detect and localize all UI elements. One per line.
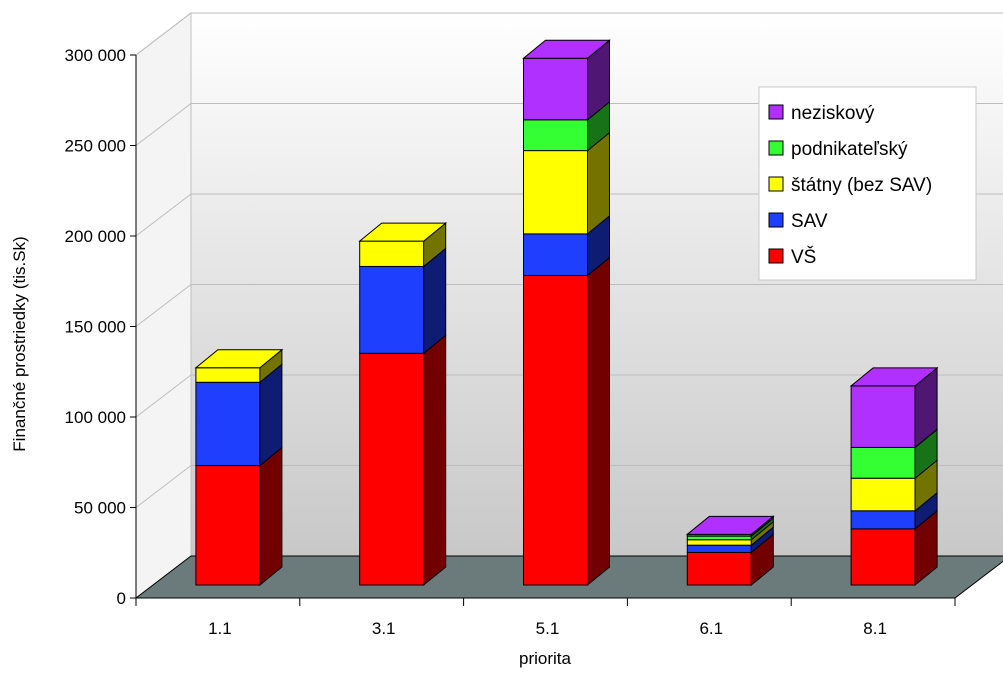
bar-segment [850,385,916,448]
bar-segment [686,539,752,546]
legend-swatch [768,140,784,156]
bar-segment-side [259,446,283,587]
x-tick-label: 5.1 [536,619,560,638]
gridline [135,465,1003,508]
bar-segment [523,119,588,152]
bar-segment [686,544,752,553]
legend-label: SAV [791,211,828,232]
bar-segment [686,535,752,541]
bar-top [685,515,775,535]
y-tick-label: 0 [117,589,126,608]
bar-segment [523,233,588,276]
y-tick-label: 200 000 [65,227,126,246]
gridline [135,193,1003,237]
bar-top [849,367,939,387]
legend-label: VŠ [791,246,816,268]
bars [194,39,939,587]
gridline [135,12,1003,56]
bar-segment [850,477,916,512]
legend-swatch [768,104,784,120]
y-tick-label: 150 000 [65,318,126,337]
bar-segment [195,367,261,383]
x-tick-label: 3.1 [372,619,396,638]
x-tick-label: 6.1 [699,619,723,638]
bar-segment [523,274,588,586]
legend-swatch [768,248,784,264]
legend-label: štátny (bez SAV) [791,175,932,196]
x-axis-title: priorita [519,649,572,668]
legend-label: podnikateľský [791,139,908,160]
y-axis-title: Finančné prostriedky (tis.Sk) [10,236,29,451]
axes: 0 50 000 100 000 150 000 200 000 250 000 300 0… [65,46,956,638]
legend-swatch [768,212,784,228]
bar-segment [195,465,261,586]
bar-top [194,349,284,369]
y-tick-label: 50 000 [74,499,126,518]
y-tick-label: 100 000 [65,408,126,427]
bar-segment [686,551,752,586]
bar-segment [850,510,916,530]
bar-segment [359,265,425,354]
gridline [135,103,1003,146]
bar-segment [359,352,425,586]
bar-top [358,222,448,242]
bar-segment [850,446,916,479]
gridline [135,284,1003,327]
legend-swatch [768,176,784,192]
bar-segment-side [423,334,447,587]
legend-label: neziskový [791,103,875,124]
bar-segment [850,528,916,586]
bar-segment [523,57,588,121]
x-tick-label: 1.1 [208,619,232,638]
bar-segment [523,150,588,235]
y-tick-label: 300 000 [65,46,126,65]
bar-segment-side [587,256,610,587]
y-tick-label: 250 000 [65,137,126,156]
gridline [135,374,1003,418]
bar-top [522,39,611,59]
legend: neziskový podnikateľský štátny (bez SAV) SA… [758,86,977,281]
bar-segment [359,240,425,267]
legend-box [758,86,977,281]
x-tick-label: 8.1 [863,619,887,638]
bar-segment [195,381,261,467]
